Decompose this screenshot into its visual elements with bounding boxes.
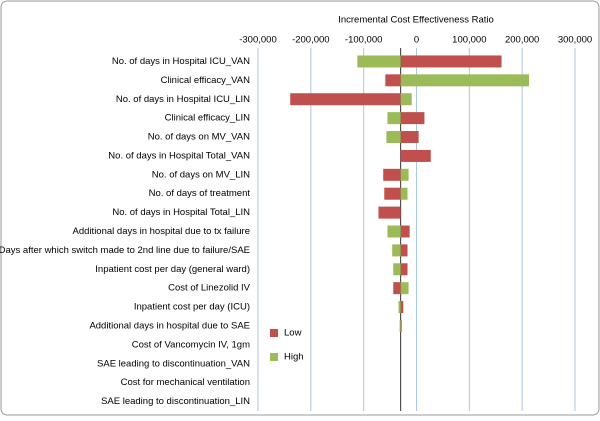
legend-label: High [284,352,304,363]
bar [398,301,401,314]
bar [400,168,409,181]
bar [400,263,408,276]
category-label: Clinical efficacy_VAN [161,75,251,86]
bar [400,319,402,332]
category-label: SAE leading to discontinuation_LIN [101,396,250,407]
bar [378,206,401,219]
bar [399,319,401,332]
bar [400,74,530,87]
bar [383,168,401,181]
x-tick-label: -100,000 [345,35,383,46]
x-tick-label: 200,000 [505,35,539,46]
category-label: Inpatient cost per day (general ward) [95,264,250,275]
bar [400,301,404,314]
category-label: Cost of Linezolid IV [168,283,251,294]
bar [387,225,401,238]
x-tick-label: -300,000 [239,35,277,46]
bar [400,225,410,238]
category-label: No. of days in Hospital ICU_LIN [116,94,250,105]
legend-swatch [270,353,278,361]
category-label: No. of days in Hospital Total_VAN [108,150,250,161]
bar [387,112,401,125]
bar [386,131,401,144]
legend-label: Low [284,328,302,339]
category-label: Additional days in hospital due to tx fa… [73,226,250,237]
bar [400,112,425,125]
category-label: Additional days in hospital due to SAE [89,320,250,331]
category-label: Days after which switch made to 2nd line… [0,245,250,256]
bar [357,55,401,68]
x-tick-label: 100,000 [452,35,486,46]
bar [400,187,408,200]
bar [392,244,401,257]
category-label: Clinical efficacy_LIN [165,113,251,124]
category-label: SAE leading to discontinuation_VAN [97,358,250,369]
category-label: No. of days in Hospital ICU_VAN [112,56,250,67]
category-label: Inpatient cost per day (ICU) [134,302,250,313]
bar [385,74,401,87]
bar [393,263,401,276]
x-tick-label: -200,000 [292,35,330,46]
x-tick-label: 300,000 [558,35,592,46]
category-label: Cost of Vancomycin IV, 1gm [132,339,250,350]
bar [400,131,419,144]
bar [400,282,409,295]
bar [400,55,502,68]
category-label: No. of days on MV_VAN [148,132,250,143]
x-tick-label: 0 [414,35,419,46]
bar [393,282,401,295]
category-label: Cost for mechanical ventilation [121,377,250,388]
category-label: No. of days of treatment [149,188,251,199]
bar [400,149,431,162]
category-label: No. of days on MV_LIN [152,169,250,180]
chart-title: Incremental Cost Effectiveness Ratio [338,15,494,26]
category-label: No. of days in Hospital Total_LIN [112,207,250,218]
bar [400,244,408,257]
legend-swatch [270,329,278,337]
bar [290,93,401,106]
bar [384,187,401,200]
bar [400,93,412,106]
